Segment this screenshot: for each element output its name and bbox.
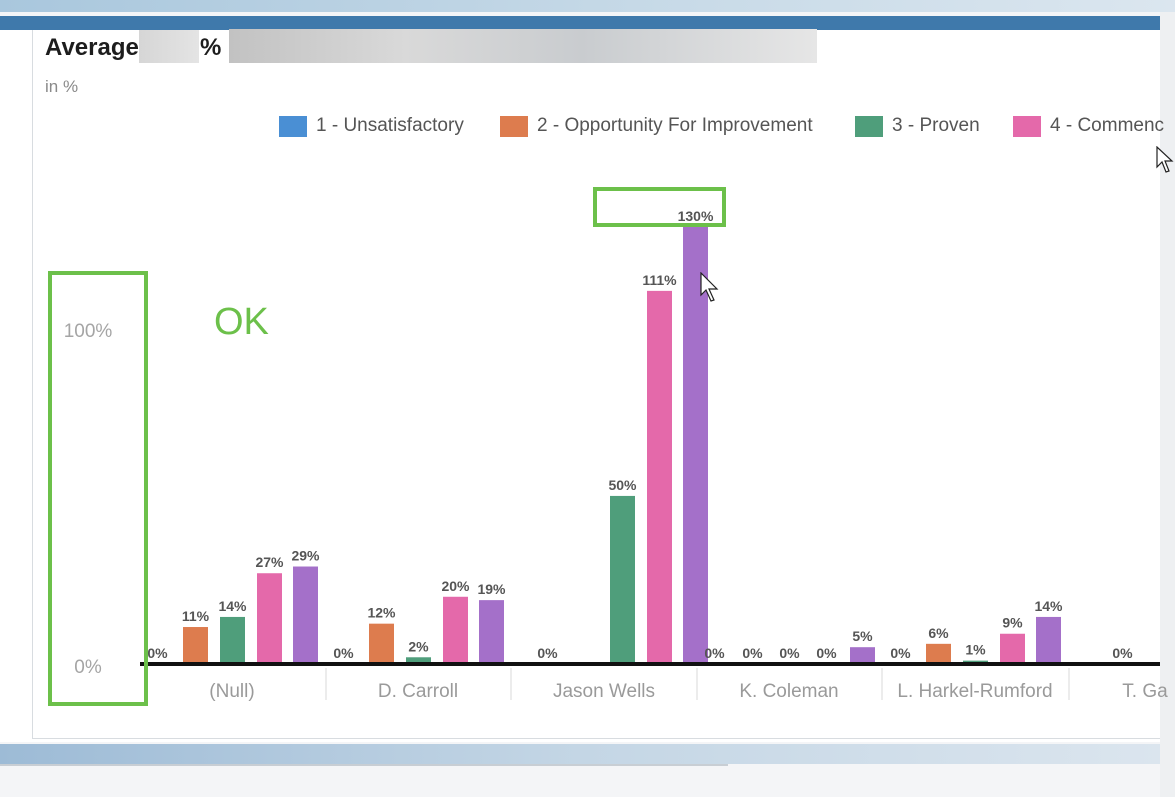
legend-label: 4 - Commenc <box>1050 115 1165 136</box>
y-axis-highlight-box <box>48 271 148 706</box>
x-tick-label: Jason Wells <box>553 681 655 702</box>
bar-value-label: 0% <box>890 645 911 661</box>
legend-item-proven[interactable]: 3 - Proven <box>855 114 980 138</box>
legend-swatch <box>855 115 883 137</box>
panel-header-bar <box>0 16 1160 30</box>
x-tick-label: D. Carroll <box>378 681 458 702</box>
bottom-strip <box>0 744 1160 764</box>
redacted-title-suffix <box>229 29 817 63</box>
bar[interactable] <box>926 643 951 664</box>
bar[interactable] <box>683 227 708 664</box>
bar-value-label: 11% <box>182 608 210 624</box>
bar-value-label: 0% <box>704 645 725 661</box>
bar[interactable] <box>610 495 635 664</box>
bar[interactable] <box>647 290 672 664</box>
chart-title-percent: % <box>200 34 222 61</box>
bar[interactable] <box>220 616 245 664</box>
legend-label: 1 - Unsatisfactory <box>316 115 464 136</box>
chart-subtitle: in % <box>45 77 79 96</box>
chart-panel <box>0 30 1160 742</box>
legend-swatch <box>1013 115 1041 137</box>
bar-value-label: 12% <box>367 605 396 621</box>
bar[interactable] <box>257 573 282 664</box>
legend-item-unsatisfactory[interactable]: 1 - Unsatisfactory <box>279 114 464 138</box>
bar-value-label: 6% <box>928 625 949 641</box>
bar-value-label: 130% <box>678 208 714 224</box>
bar-value-label: 9% <box>1002 615 1023 631</box>
top-strip <box>0 0 1175 12</box>
panel-border-bottom <box>32 738 1160 739</box>
bar[interactable] <box>183 627 208 664</box>
bar-value-label: 14% <box>218 598 247 614</box>
y-tick-label: 100% <box>64 321 113 342</box>
bar-value-label: 27% <box>255 554 284 570</box>
bar-value-label: 0% <box>333 645 354 661</box>
legend-swatch <box>279 115 307 137</box>
legend-swatch <box>500 115 528 137</box>
bar-value-label: 0% <box>742 645 763 661</box>
x-tick-label: (Null) <box>209 681 254 702</box>
x-tick-label: T. Ga <box>1122 681 1168 702</box>
mouse-cursor-icon <box>1156 146 1174 173</box>
bar[interactable] <box>369 623 394 664</box>
legend-item-opportunity[interactable]: 2 - Opportunity For Improvement <box>500 114 813 138</box>
mouse-cursor-icon <box>700 272 719 302</box>
legend-label: 2 - Opportunity For Improvement <box>537 115 813 136</box>
x-tick-label: K. Coleman <box>739 681 838 702</box>
x-tick-label: L. Harkel-Rumford <box>897 681 1052 702</box>
bar-value-label: 5% <box>852 628 873 644</box>
legend-item-commendable[interactable]: 4 - Commenc <box>1013 114 1164 138</box>
bar-value-label: 0% <box>1112 645 1133 661</box>
bar-value-label: 2% <box>408 638 429 654</box>
bar[interactable] <box>406 657 431 664</box>
bar-value-label: 20% <box>441 578 470 594</box>
scroll-gutter <box>1160 12 1175 797</box>
bar[interactable] <box>1000 633 1025 664</box>
legend-label: 3 - Proven <box>892 115 980 136</box>
panel-border-left <box>32 30 33 738</box>
bar-value-label: 0% <box>537 645 558 661</box>
bar-value-label: 50% <box>608 477 637 493</box>
bar[interactable] <box>1036 616 1061 664</box>
bar[interactable] <box>293 566 318 664</box>
y-tick-label: 0% <box>74 657 102 678</box>
bar-value-label: 19% <box>477 581 506 597</box>
ok-annotation: OK <box>214 301 269 343</box>
bar-value-label: 0% <box>779 645 800 661</box>
bar-value-label: 29% <box>291 548 320 564</box>
redacted-title-part <box>139 30 199 63</box>
bar-value-label: 111% <box>642 272 677 288</box>
bar-value-label: 1% <box>965 642 986 658</box>
bar[interactable] <box>443 596 468 664</box>
bar-value-label: 0% <box>816 645 837 661</box>
bar[interactable] <box>850 647 875 664</box>
bar-value-label: 14% <box>1034 598 1063 614</box>
bar-value-label: 0% <box>147 645 168 661</box>
bottom-divider <box>0 764 728 766</box>
chart-title-text: Average <box>45 34 139 61</box>
max-value-highlight-box <box>593 187 726 227</box>
bar[interactable] <box>479 600 504 664</box>
